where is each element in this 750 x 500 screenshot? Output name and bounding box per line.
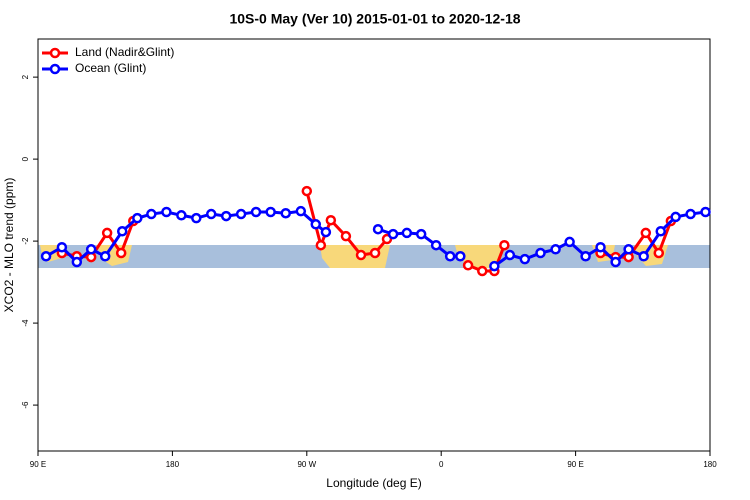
- point: [301, 185, 313, 197]
- x-axis-label: Longitude (deg E): [326, 476, 421, 490]
- y-tick-label: -6: [21, 401, 30, 409]
- legend-marker: [49, 63, 61, 75]
- point: [610, 256, 621, 268]
- point: [325, 214, 337, 226]
- y-tick-label: -4: [21, 319, 30, 327]
- point: [700, 206, 711, 218]
- point: [146, 208, 157, 220]
- point: [115, 247, 127, 259]
- x-tick-label: 0: [439, 460, 444, 469]
- point: [85, 244, 97, 255]
- legend-label: Land (Nadir&Glint): [75, 45, 174, 59]
- point: [101, 227, 113, 239]
- x-tick-label: 180: [703, 460, 717, 469]
- point: [623, 244, 634, 255]
- point: [132, 212, 143, 224]
- point: [372, 223, 384, 235]
- point: [550, 244, 561, 255]
- y-tick-label: 2: [21, 74, 30, 79]
- point: [580, 251, 591, 262]
- point: [99, 251, 111, 262]
- x-tick-label: 180: [166, 460, 180, 469]
- x-tick-label: 90 W: [297, 460, 316, 469]
- point: [595, 242, 606, 253]
- point: [430, 239, 442, 251]
- point: [455, 251, 466, 262]
- point: [235, 208, 247, 220]
- legend-marker: [49, 47, 61, 59]
- legend-label: Ocean (Glint): [75, 61, 146, 75]
- point: [369, 247, 381, 259]
- point: [191, 212, 202, 224]
- x-tick-label: 90 E: [30, 460, 46, 469]
- point: [340, 230, 352, 242]
- point: [315, 239, 327, 251]
- point: [499, 239, 510, 251]
- point: [56, 242, 68, 253]
- point: [71, 256, 83, 268]
- point: [176, 210, 187, 221]
- point: [220, 210, 232, 222]
- point: [504, 249, 516, 261]
- chart-title: 10S-0 May (Ver 10) 2015-01-01 to 2020-12…: [229, 11, 520, 27]
- point: [685, 208, 696, 220]
- point: [355, 249, 367, 261]
- point: [640, 227, 652, 239]
- point: [477, 265, 488, 277]
- point: [40, 251, 52, 262]
- point: [205, 208, 217, 220]
- point: [653, 247, 665, 259]
- point: [444, 251, 456, 262]
- point: [161, 206, 172, 218]
- point: [462, 260, 474, 271]
- plot-frame: [37, 38, 711, 452]
- point: [116, 226, 128, 237]
- point: [638, 251, 649, 262]
- point: [519, 253, 531, 265]
- x-tick-label: 90 E: [567, 460, 583, 469]
- point: [415, 228, 427, 240]
- point: [489, 260, 500, 272]
- point: [280, 207, 291, 219]
- point: [320, 226, 332, 238]
- point: [295, 205, 307, 217]
- y-axis-label: XCO2 - MLO trend (ppm): [2, 178, 16, 313]
- y-tick-label: 0: [21, 156, 30, 161]
- point: [535, 247, 546, 259]
- point: [564, 236, 575, 248]
- point: [387, 228, 399, 240]
- point: [310, 219, 322, 230]
- y-tick-label: -2: [21, 237, 30, 245]
- point: [250, 206, 262, 218]
- point: [655, 226, 666, 237]
- point: [670, 211, 681, 223]
- point: [265, 206, 276, 218]
- point: [401, 227, 413, 239]
